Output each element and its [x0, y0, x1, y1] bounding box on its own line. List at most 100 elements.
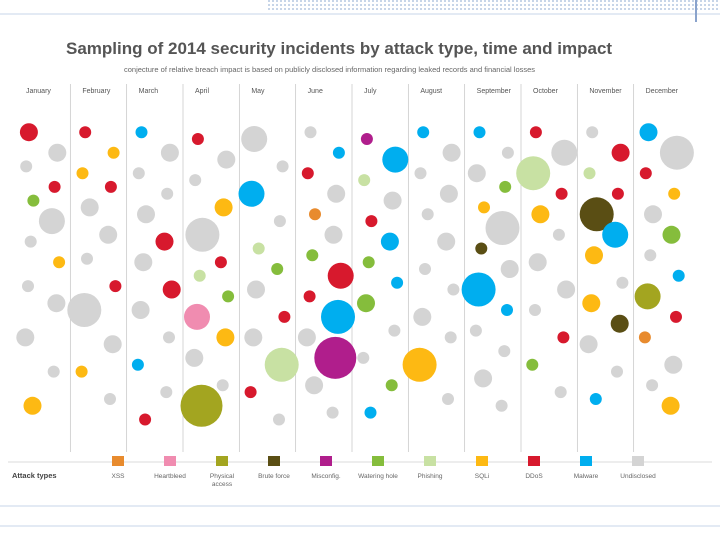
legend-item-phishing: Phishing: [418, 456, 443, 480]
incident-bubble-sqli: [23, 396, 42, 415]
incident-bubble-brute: [610, 314, 629, 333]
incident-bubble-undisclosed: [644, 205, 662, 224]
legend-item-sqli: SQLi: [475, 456, 489, 480]
month-label-february: February: [82, 88, 111, 95]
incident-bubble-undisclosed: [586, 126, 599, 139]
legend-item-xss: XSS: [111, 456, 125, 480]
legend-label-heartbleed: Heartbleed: [154, 473, 186, 480]
incident-bubble-malware: [238, 180, 265, 207]
legend-swatch-physical: [216, 456, 228, 466]
incident-bubble-undisclosed: [664, 355, 683, 374]
incident-bubble-physical: [180, 384, 223, 427]
incident-bubble-undisclosed: [20, 160, 33, 173]
legend-item-watering: Watering hole: [358, 456, 398, 480]
incident-bubble-malware: [501, 304, 513, 316]
month-divider-lines: [69, 84, 635, 452]
legend-swatch-heartbleed: [164, 456, 176, 466]
month-label-january: January: [26, 88, 51, 95]
incident-bubble-undisclosed: [528, 253, 547, 272]
incident-bubble-malware: [391, 276, 404, 289]
incident-bubble-undisclosed: [439, 184, 458, 203]
incident-bubble-undisclosed: [132, 167, 145, 180]
incident-bubble-undisclosed: [357, 351, 370, 364]
incident-bubble-undisclosed: [498, 345, 511, 358]
incident-bubble-malware: [639, 123, 658, 142]
incident-bubble-sqli: [478, 201, 490, 214]
incident-bubble-watering: [526, 358, 539, 371]
incident-bubble-sqli: [661, 396, 680, 415]
incident-bubble-undisclosed: [185, 217, 220, 252]
incident-bubble-xss: [638, 331, 651, 344]
incident-bubble-undisclosed: [413, 307, 432, 326]
incident-bubble-ddos: [48, 180, 61, 193]
legend-item-brute: Brute force: [258, 456, 290, 480]
incident-bubble-ddos: [301, 167, 314, 180]
incident-bubble-undisclosed: [16, 328, 35, 347]
incident-bubble-malware: [672, 269, 685, 282]
incident-bubble-watering: [362, 256, 375, 269]
incident-bubble-undisclosed: [442, 393, 454, 405]
incident-bubble-sqli: [531, 205, 550, 224]
legend-swatch-xss: [112, 456, 124, 466]
bottom-decorative-border: [0, 505, 720, 527]
incident-bubble-ddos: [162, 280, 181, 299]
incident-bubble-malware: [135, 126, 148, 139]
incident-bubble-watering: [662, 225, 681, 244]
incident-bubble-undisclosed: [646, 379, 659, 392]
legend-swatch-undisclosed: [632, 456, 644, 466]
month-label-october: October: [533, 88, 559, 95]
incident-bubble-undisclosed: [137, 205, 155, 224]
incident-bubble-undisclosed: [552, 228, 565, 241]
legend-swatch-misconfig: [320, 456, 332, 466]
incident-bubble-undisclosed: [579, 335, 598, 354]
month-label-december: December: [646, 88, 679, 95]
incident-bubble-undisclosed: [529, 304, 541, 316]
incident-bubble-undisclosed: [305, 376, 324, 395]
incident-bubble-undisclosed: [273, 413, 285, 426]
legend-item-heartbleed: Heartbleed: [154, 456, 186, 480]
incident-bubble-undisclosed: [276, 160, 289, 173]
incident-bubble-phishing: [252, 242, 265, 255]
incident-bubble-ddos: [327, 262, 354, 289]
month-label-april: April: [195, 88, 209, 95]
incident-bubble-undisclosed: [442, 143, 461, 162]
legend-swatch-ddos: [528, 456, 540, 466]
incident-bubble-ddos: [104, 180, 117, 193]
incident-bubble-undisclosed: [551, 139, 578, 166]
incident-bubble-undisclosed: [297, 328, 316, 347]
incident-bubble-malware: [382, 146, 409, 173]
incident-bubble-malware: [461, 272, 496, 307]
incident-bubble-ddos: [555, 187, 568, 200]
incident-bubble-undisclosed: [47, 365, 60, 378]
incident-bubble-undisclosed: [419, 263, 431, 275]
incident-bubble-sqli: [76, 167, 89, 180]
incident-bubble-undisclosed: [469, 324, 482, 337]
incident-bubble-undisclosed: [447, 283, 460, 296]
incident-bubble-sqli: [216, 328, 235, 347]
legend-label-physical: access: [212, 481, 233, 488]
legend-label-malware: Malware: [574, 473, 599, 480]
incident-bubble-undisclosed: [474, 369, 493, 388]
incident-bubble-watering: [27, 194, 40, 207]
incident-bubble-watering: [271, 263, 284, 275]
incident-bubble-undisclosed: [326, 406, 339, 419]
chart-title: Sampling of 2014 security incidents by a…: [66, 39, 612, 58]
incident-bubble-undisclosed: [216, 379, 229, 392]
incident-bubble-undisclosed: [444, 331, 457, 344]
incident-bubble-undisclosed: [500, 260, 519, 278]
incident-bubble-heartbleed: [184, 303, 210, 330]
incident-bubble-undisclosed: [163, 331, 175, 344]
incident-bubble-undisclosed: [611, 365, 623, 378]
incident-bubble-undisclosed: [24, 235, 37, 248]
incident-bubble-sqli: [402, 347, 437, 382]
month-labels: January February March April May June July Augu…: [26, 88, 679, 95]
incident-bubble-ddos: [557, 331, 570, 344]
incident-bubble-undisclosed: [304, 126, 317, 139]
incident-bubble-undisclosed: [161, 187, 174, 200]
incident-bubble-undisclosed: [217, 150, 236, 169]
month-label-may: May: [251, 88, 265, 95]
incident-bubble-xss: [309, 208, 321, 221]
month-label-november: November: [589, 88, 622, 95]
incident-bubble-undisclosed: [47, 294, 66, 313]
incident-bubble-sqli: [668, 187, 681, 200]
